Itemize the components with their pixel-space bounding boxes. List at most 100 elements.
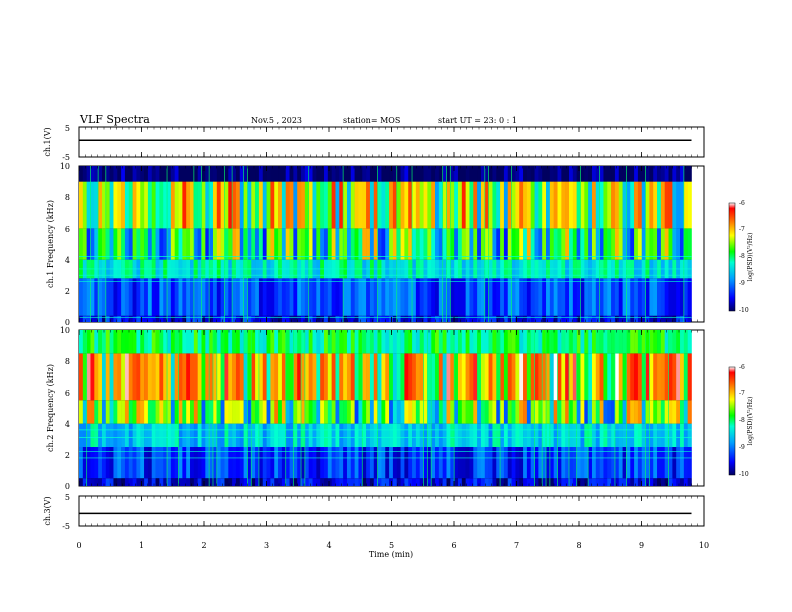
spectrogram-cell — [266, 478, 271, 486]
spectrogram-cell — [209, 423, 214, 447]
spectrogram-cell — [339, 447, 344, 479]
spectrogram-cell — [649, 228, 654, 260]
spectrogram-cell — [653, 278, 658, 316]
spectrogram-cell — [484, 478, 489, 486]
spectrogram-cell — [228, 400, 233, 424]
spectrogram-cell — [247, 166, 252, 182]
spectrogram-cell — [266, 330, 271, 354]
spectrogram-cell — [584, 400, 589, 424]
spectrogram-cell — [457, 166, 463, 182]
spectrogram-cell — [423, 228, 428, 260]
spectrogram-cell — [611, 478, 616, 486]
spectrogram-cell — [293, 353, 298, 401]
spectrogram-cell — [320, 400, 325, 424]
spectrogram-cell — [205, 181, 210, 229]
spectrogram-cell — [595, 423, 600, 447]
spectrogram-cell — [576, 181, 581, 229]
spectrogram-cell — [350, 447, 355, 479]
spectrogram-cell — [477, 423, 482, 447]
spectrogram-cell — [572, 278, 577, 316]
spectrogram-cell — [358, 278, 363, 316]
spectrogram-cell — [680, 400, 685, 424]
spectrogram-cell — [477, 166, 482, 182]
spectrogram-cell — [128, 400, 133, 424]
spectrogram-cell — [565, 353, 570, 401]
spectrogram-cell — [366, 400, 371, 424]
spectrogram-cell — [660, 330, 666, 354]
spectrogram-cell — [419, 447, 424, 479]
spectrogram-cell — [614, 315, 620, 322]
spectrogram-cell — [339, 181, 344, 229]
spectrogram-cell — [289, 278, 294, 316]
spectrogram-cell — [400, 353, 405, 401]
spectrogram-cell — [637, 447, 643, 479]
spectrogram-cell — [408, 228, 413, 260]
spectrogram-cell — [546, 400, 551, 424]
spectrogram-cell — [446, 330, 451, 354]
spectrogram-cell — [611, 423, 616, 447]
spectrogram-cell — [239, 181, 244, 229]
spectrogram-cell — [366, 315, 371, 322]
spectrogram-cell — [634, 400, 639, 424]
spectrogram-cell — [354, 278, 359, 316]
spectrogram-cell — [523, 228, 528, 260]
spectrogram-cell — [121, 400, 126, 424]
spectrogram-cell — [626, 166, 631, 182]
spectrogram-cell — [465, 330, 470, 354]
spectrogram-cell — [186, 228, 191, 260]
spectrogram-cell — [454, 400, 459, 424]
spectrogram-cell — [186, 330, 191, 354]
spectrogram-cell — [117, 228, 122, 260]
spectrogram-cell — [572, 478, 577, 486]
ch2-ytick-0: 0 — [65, 482, 70, 491]
spectrogram-cell — [549, 315, 554, 322]
x-tick-label: 2 — [201, 541, 206, 550]
spectrogram-cell — [618, 228, 623, 260]
spectrogram-cell — [450, 447, 455, 479]
spectrogram-cell — [182, 166, 187, 182]
spectrogram-cell — [588, 330, 593, 354]
spectrogram-cell — [324, 181, 329, 229]
spectrogram-cell — [576, 353, 581, 401]
ch1-ytick-6: 6 — [65, 225, 70, 234]
spectrogram-cell — [243, 278, 248, 316]
spectrogram-cell — [484, 353, 489, 401]
spectrogram-cell — [591, 166, 597, 182]
spectrogram-cell — [641, 447, 646, 479]
spectrogram-cell — [641, 181, 646, 229]
spectrogram-cell — [216, 181, 221, 229]
spectrogram-cell — [266, 447, 271, 479]
spectrogram-cell — [247, 423, 252, 447]
spectrogram-cell — [281, 447, 287, 479]
spectrogram-cell — [79, 315, 84, 322]
spectrogram-cell — [461, 478, 466, 486]
spectrogram-cell — [193, 315, 198, 322]
spectrogram-cell — [389, 400, 394, 424]
spectrogram-cell — [412, 228, 417, 260]
spectrogram-cell — [201, 400, 206, 424]
spectrogram-cell — [320, 353, 325, 401]
spectrogram-cell — [392, 181, 398, 229]
spectrogram-cell — [235, 478, 241, 486]
spectrogram-cell — [457, 423, 463, 447]
spectrogram-cell — [549, 181, 554, 229]
spectrogram-cell — [461, 315, 466, 322]
spectrogram-cell — [101, 423, 107, 447]
spectrogram-cell — [327, 315, 332, 322]
spectrogram-cell — [373, 315, 378, 322]
spectrogram-cell — [595, 400, 600, 424]
spectrogram-cell — [121, 330, 126, 354]
spectrogram-cell — [209, 278, 214, 316]
spectrogram-cell — [588, 478, 593, 486]
spectrogram-cell — [354, 228, 359, 260]
spectrogram-cell — [419, 353, 424, 401]
spectrogram-cell — [212, 330, 218, 354]
spectrogram-cell — [270, 478, 275, 486]
x-tick-label: 8 — [576, 541, 581, 550]
spectrogram-cell — [546, 166, 551, 182]
spectrogram-cell — [190, 353, 195, 401]
spectrogram-cell — [101, 181, 107, 229]
cb1-tick-m8: -8 — [739, 253, 745, 260]
spectrogram-cell — [124, 423, 130, 447]
spectrogram-cell — [193, 278, 198, 316]
